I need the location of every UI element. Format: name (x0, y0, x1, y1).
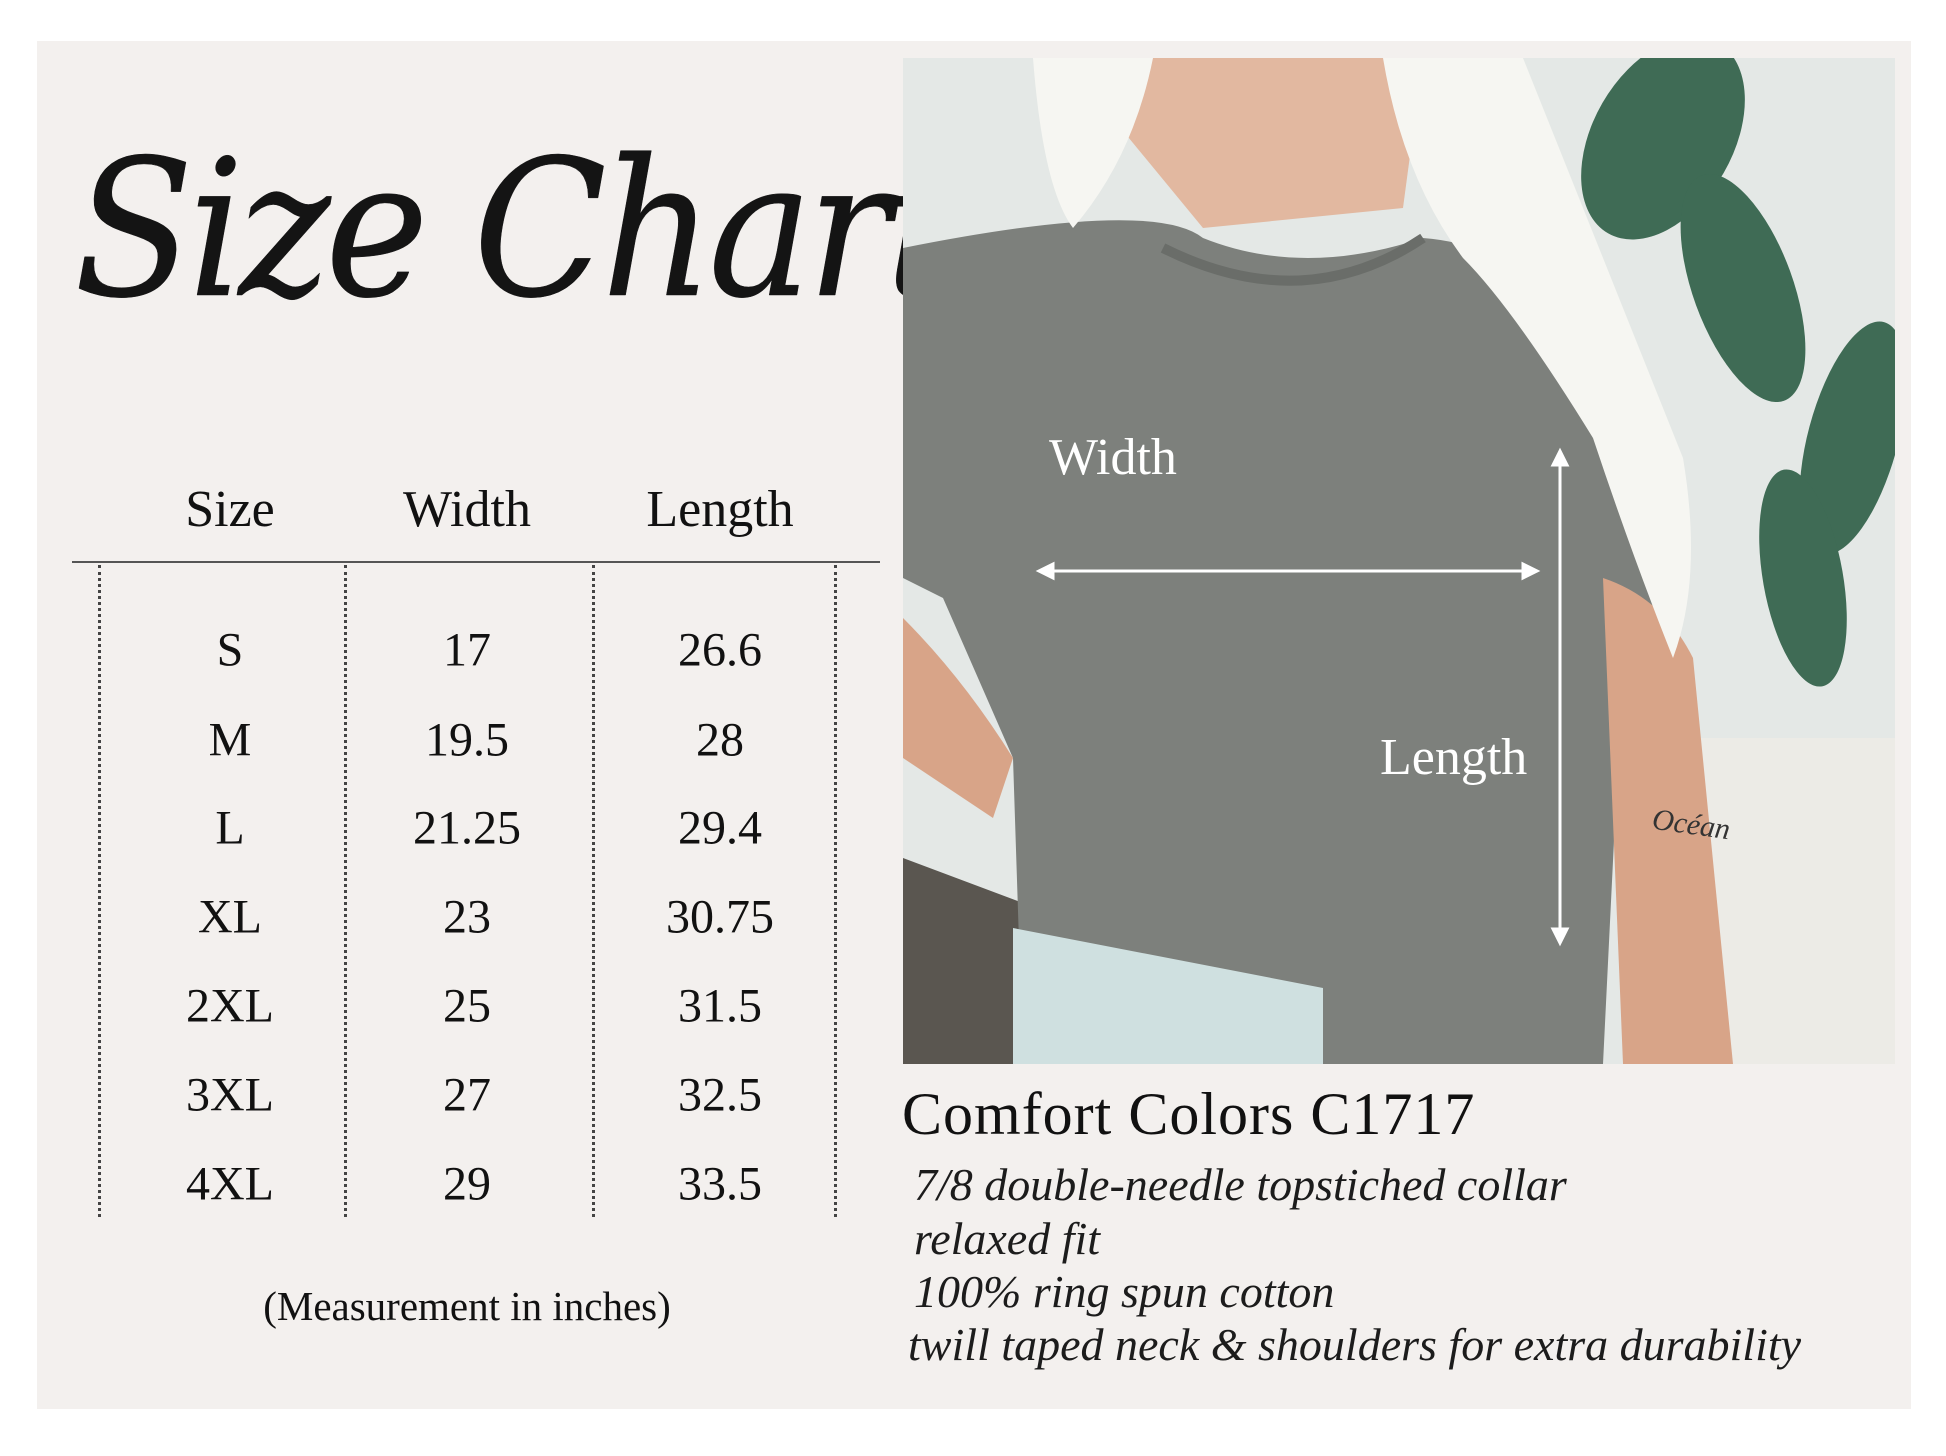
column-divider (98, 565, 101, 1217)
cell-length: 28 (696, 713, 744, 767)
cell-size: 2XL (186, 979, 274, 1033)
cell-width: 27 (443, 1068, 491, 1122)
cell-length: 26.6 (678, 623, 762, 677)
cell-width: 23 (443, 890, 491, 944)
cell-width: 19.5 (425, 713, 509, 767)
cell-size: S (216, 623, 244, 677)
column-divider (834, 565, 837, 1217)
feature-item: 7/8 double-needle topstiched collar (914, 1159, 1567, 1210)
header-divider (72, 561, 880, 563)
feature-item: twill taped neck & shoulders for extra d… (908, 1319, 1802, 1370)
cell-width: 25 (443, 979, 491, 1033)
column-divider (592, 565, 595, 1217)
cell-length: 32.5 (678, 1068, 762, 1122)
size-chart-title: Size Chart (74, 119, 956, 341)
cell-width: 21.25 (413, 801, 521, 855)
cell-size: M (208, 713, 252, 767)
cell-size: 3XL (186, 1068, 274, 1122)
cell-size: 4XL (186, 1157, 274, 1211)
header-width: Width (403, 481, 531, 538)
column-divider (344, 565, 347, 1217)
measurement-arrows (1035, 447, 1570, 947)
cell-length: 29.4 (678, 801, 762, 855)
header-length: Length (646, 481, 794, 538)
cell-length: 31.5 (678, 979, 762, 1033)
feature-item: relaxed fit (914, 1213, 1101, 1264)
feature-item: 100% ring spun cotton (914, 1266, 1335, 1317)
model-photo: Width Length Océan (903, 58, 1895, 1064)
cell-length: 33.5 (678, 1157, 762, 1211)
header-size: Size (185, 481, 275, 538)
product-name: Comfort Colors C1717 (902, 1081, 1476, 1147)
measurement-note: (Measurement in inches) (263, 1283, 671, 1329)
cell-size: XL (198, 890, 262, 944)
photo-illustration (903, 58, 1895, 1064)
cell-size: L (215, 801, 245, 855)
cell-width: 17 (443, 623, 491, 677)
width-label: Width (1049, 429, 1177, 486)
cell-length: 30.75 (666, 890, 774, 944)
length-label: Length (1380, 729, 1528, 786)
cell-width: 29 (443, 1157, 491, 1211)
